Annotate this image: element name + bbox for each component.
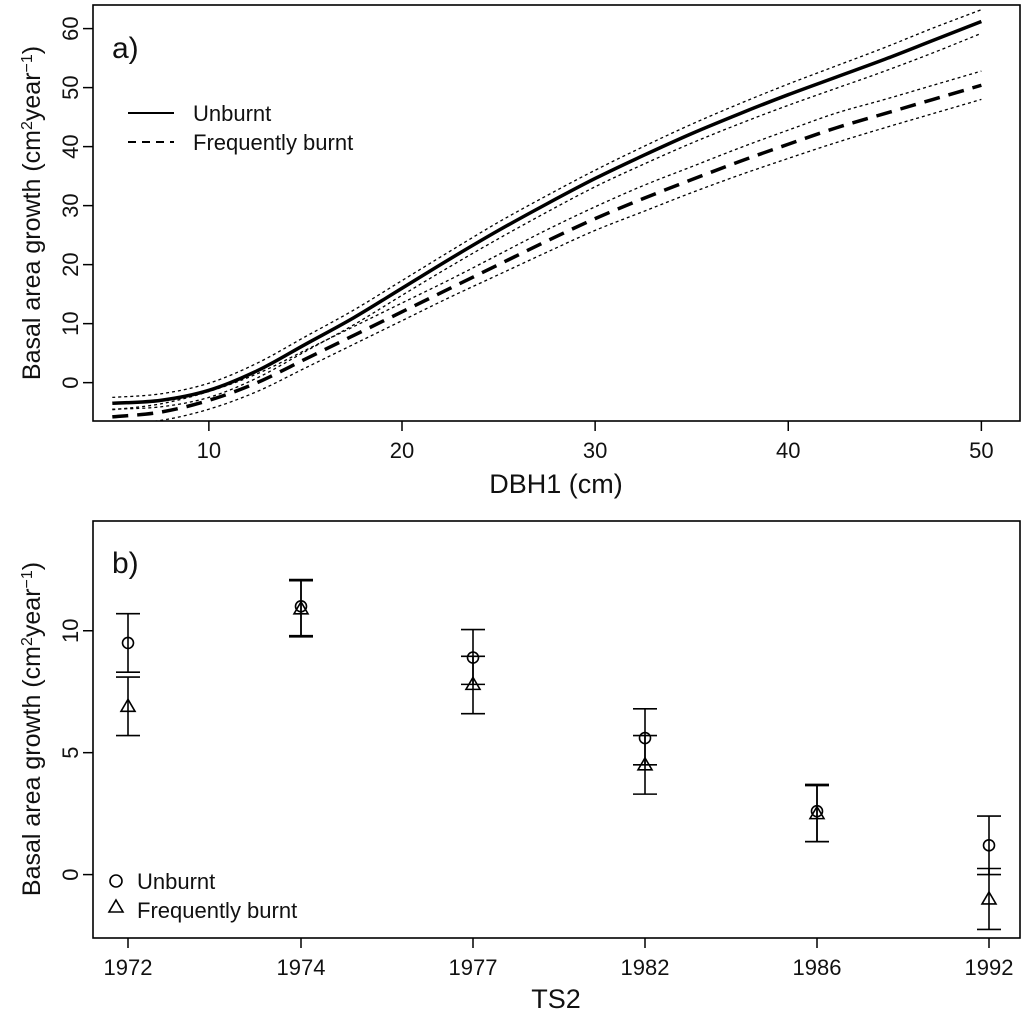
x-tick-label-a-10: 10: [197, 438, 221, 463]
x-tick-label-b-1977: 1977: [449, 955, 498, 980]
y-axis-title-b: Basal area growth (cm2year−1): [18, 562, 46, 896]
y-tick-label-a-30: 30: [58, 193, 83, 217]
y-axis-title-a: Basal area growth (cm2year−1): [18, 46, 46, 380]
y-ticks-b: 0 5 10: [58, 618, 93, 881]
point-frequently-burnt-1977: [464, 675, 482, 691]
point-unburnt-1972: [121, 636, 135, 650]
plot-frame-b: [92, 520, 1021, 939]
x-tick-label-a-40: 40: [776, 438, 800, 463]
ci-lower-unburnt: [112, 32, 982, 410]
x-tick-label-b-1992: 1992: [965, 955, 1014, 980]
legend-b: Unburnt Frequently burnt: [107, 869, 297, 923]
legend-marker-triangle: [107, 898, 125, 913]
plot-area-a: [112, 9, 983, 421]
x-tick-label-b-1986: 1986: [793, 955, 842, 980]
y-tick-label-a-0: 0: [58, 377, 83, 389]
panel-a: a) DBH1 (cm) Basal area growth (cm2year−…: [18, 4, 1021, 499]
legend-marker-circle: [109, 874, 123, 888]
point-frequently-burnt-1982: [636, 756, 654, 771]
y-ticks-a: 0 10 20 30 40 50 60: [58, 16, 93, 389]
point-frequently-burnt-1974: [292, 600, 310, 615]
legend-a: Unburnt Frequently burnt: [128, 101, 353, 155]
legend-label-unburnt-b: Unburnt: [137, 869, 215, 894]
line-frequently-burnt: [112, 83, 982, 419]
x-ticks-b: 1972 1974 1977 1982 1986 1992: [104, 938, 1014, 980]
legend-label-burnt-b: Frequently burnt: [137, 898, 297, 923]
x-tick-label-a-30: 30: [583, 438, 607, 463]
panel-b: b) TS2 Basal area growth (cm2year−1) 197…: [18, 520, 1021, 1014]
x-axis-title-b: TS2: [531, 984, 581, 1014]
x-tick-label-a-20: 20: [390, 438, 414, 463]
ci-lower-frequently-burnt: [150, 98, 982, 421]
line-unburnt: [112, 19, 983, 406]
y-tick-label-a-40: 40: [58, 134, 83, 158]
x-tick-label-a-50: 50: [969, 438, 993, 463]
point-frequently-burnt-1992: [980, 890, 998, 905]
legend-label-burnt-a: Frequently burnt: [193, 130, 353, 155]
y-tick-label-a-60: 60: [58, 16, 83, 40]
y-tick-label-b-10: 10: [58, 618, 83, 642]
panel-label-a: a): [112, 32, 139, 65]
point-frequently-burnt-1986: [808, 805, 826, 820]
y-tick-label-b-0: 0: [58, 868, 83, 880]
x-tick-label-b-1972: 1972: [104, 955, 153, 980]
ci-upper-unburnt: [112, 9, 982, 399]
panel-label-b: b): [112, 547, 139, 580]
x-tick-label-b-1982: 1982: [621, 955, 670, 980]
x-axis-title-a: DBH1 (cm): [489, 469, 623, 499]
point-frequently-burnt-1972: [119, 697, 137, 713]
ci-upper-frequently-burnt: [112, 70, 982, 411]
legend-label-unburnt-a: Unburnt: [193, 101, 271, 126]
x-ticks-a: 10 20 30 40 50: [197, 421, 994, 463]
x-tick-label-b-1974: 1974: [277, 955, 326, 980]
y-tick-label-a-50: 50: [58, 75, 83, 99]
point-unburnt-1992: [982, 839, 996, 852]
y-tick-label-a-10: 10: [58, 311, 83, 335]
series-points-b: [116, 578, 1001, 931]
plot-frame-a: [92, 4, 1021, 422]
y-tick-label-a-20: 20: [58, 252, 83, 276]
series-lines-a: [112, 9, 983, 421]
y-tick-label-b-5: 5: [58, 747, 83, 759]
